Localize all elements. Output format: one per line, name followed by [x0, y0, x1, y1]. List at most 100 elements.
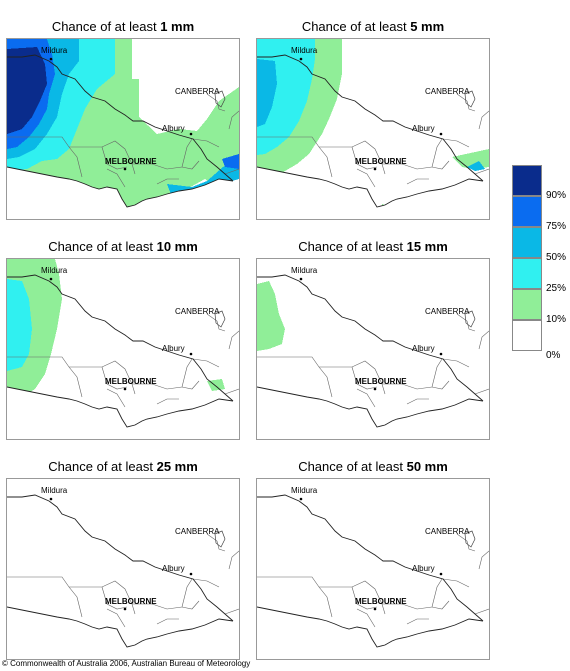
district-boundary: [431, 380, 450, 390]
district-boundary: [406, 398, 429, 405]
district-boundary: [442, 358, 470, 368]
map-frame: Mildura CANBERRA Albury MELBOURNE: [256, 258, 490, 440]
district-boundary: [478, 110, 489, 130]
district-boundary: [156, 178, 179, 185]
district-boundary: [192, 138, 220, 148]
district-boundary: [382, 358, 443, 390]
district-boundary: [106, 168, 126, 188]
town-marker: [123, 167, 127, 171]
place-label-albury: Albury: [412, 124, 435, 133]
district-boundary: [228, 550, 239, 570]
place-label-mildura: Mildura: [291, 46, 318, 55]
place-label-mildura: Mildura: [291, 266, 318, 275]
place-label-melbourne: MELBOURNE: [105, 377, 157, 386]
district-boundary: [181, 380, 200, 390]
map-frame: Mildura CANBERRA Albury MELBOURNE: [256, 478, 490, 660]
coastline: [257, 166, 484, 208]
district-boundary: [156, 398, 179, 405]
probability-shading: [7, 39, 239, 219]
act-border: [214, 530, 226, 548]
legend-swatch: [512, 258, 542, 289]
place-label-canberra: CANBERRA: [425, 87, 470, 96]
place-label-melbourne: MELBOURNE: [355, 157, 407, 166]
panel-title-prefix: Chance of at least: [51, 19, 161, 34]
legend-label: 10%: [546, 314, 567, 325]
district-boundary: [192, 358, 220, 368]
district-boundary: [101, 366, 128, 390]
district-boundary: [132, 358, 193, 390]
district-boundary: [224, 608, 239, 615]
town-marker: [189, 572, 193, 576]
panel-title: Chance of at least 5 mm: [256, 18, 490, 36]
district-boundary: [319, 360, 386, 395]
district-boundary: [69, 580, 136, 615]
district-boundary: [382, 138, 443, 170]
probability-shading: [7, 279, 32, 371]
place-label-canberra: CANBERRA: [425, 307, 470, 316]
town-marker: [123, 387, 127, 391]
act-border: [214, 90, 226, 108]
panel-title-threshold: 10 mm: [156, 239, 198, 254]
district-boundary: [69, 140, 136, 175]
place-label-albury: Albury: [162, 344, 185, 353]
town-marker: [439, 352, 443, 356]
panel-title-threshold: 25 mm: [156, 459, 198, 474]
district-boundary: [181, 600, 200, 610]
district-boundary: [431, 600, 450, 610]
act-border: [464, 530, 476, 548]
probability-shading: [7, 259, 225, 399]
district-boundary: [356, 168, 376, 188]
place-label-albury: Albury: [162, 564, 185, 573]
place-label-canberra: CANBERRA: [175, 307, 220, 316]
district-boundary: [106, 388, 126, 408]
panel-title: Chance of at least 15 mm: [256, 238, 490, 256]
district-boundary: [228, 110, 239, 130]
district-boundary: [181, 160, 200, 170]
district-boundary: [406, 178, 429, 185]
place-label-melbourne: MELBOURNE: [105, 157, 157, 166]
panel-title-threshold: 5 mm: [410, 19, 445, 34]
district-boundary: [224, 388, 239, 395]
district-boundary: [132, 138, 193, 170]
town-marker: [189, 352, 193, 356]
town-marker: [49, 497, 53, 501]
town-marker: [123, 607, 127, 611]
panel-title: Chance of at least 10 mm: [6, 238, 240, 256]
district-boundary: [228, 330, 239, 350]
district-boundary: [474, 388, 489, 395]
legend-label: 75%: [546, 221, 567, 232]
coastline: [257, 606, 484, 648]
legend-swatch: [512, 196, 542, 227]
town-marker: [189, 132, 193, 136]
victoria-map: Mildura CANBERRA Albury MELBOURNE: [7, 39, 239, 219]
probability-shading: [257, 39, 489, 219]
victoria-map: Mildura CANBERRA Albury MELBOURNE: [7, 486, 239, 659]
district-boundary: [474, 168, 489, 175]
panel-title-threshold: 1 mm: [160, 19, 195, 34]
place-label-albury: Albury: [412, 564, 435, 573]
place-label-mildura: Mildura: [291, 486, 318, 495]
district-boundary: [101, 146, 128, 170]
act-border: [464, 310, 476, 328]
town-marker: [299, 57, 303, 61]
sea-area: [257, 167, 489, 219]
district-boundary: [101, 586, 128, 610]
panel-title-prefix: Chance of at least: [298, 459, 407, 474]
district-boundary: [442, 138, 470, 148]
victoria-map: Mildura CANBERRA Albury MELBOURNE: [7, 259, 239, 439]
place-label-mildura: Mildura: [41, 266, 68, 275]
panel-title-prefix: Chance of at least: [48, 239, 157, 254]
district-boundary: [224, 168, 239, 175]
district-boundary: [132, 578, 193, 610]
district-boundary: [442, 578, 470, 588]
coastline: [257, 386, 484, 428]
district-boundary: [356, 608, 376, 628]
district-boundary: [156, 618, 179, 625]
town-marker: [49, 277, 53, 281]
probability-shading: [257, 281, 285, 351]
legend-label: 0%: [546, 350, 561, 361]
panel-title-threshold: 50 mm: [406, 459, 448, 474]
map-frame: Mildura CANBERRA Albury MELBOURNE: [6, 478, 240, 660]
copyright-notice: © Commonwealth of Australia 2006, Austra…: [2, 659, 251, 668]
map-frame: Mildura CANBERRA Albury MELBOURNE: [256, 38, 490, 220]
